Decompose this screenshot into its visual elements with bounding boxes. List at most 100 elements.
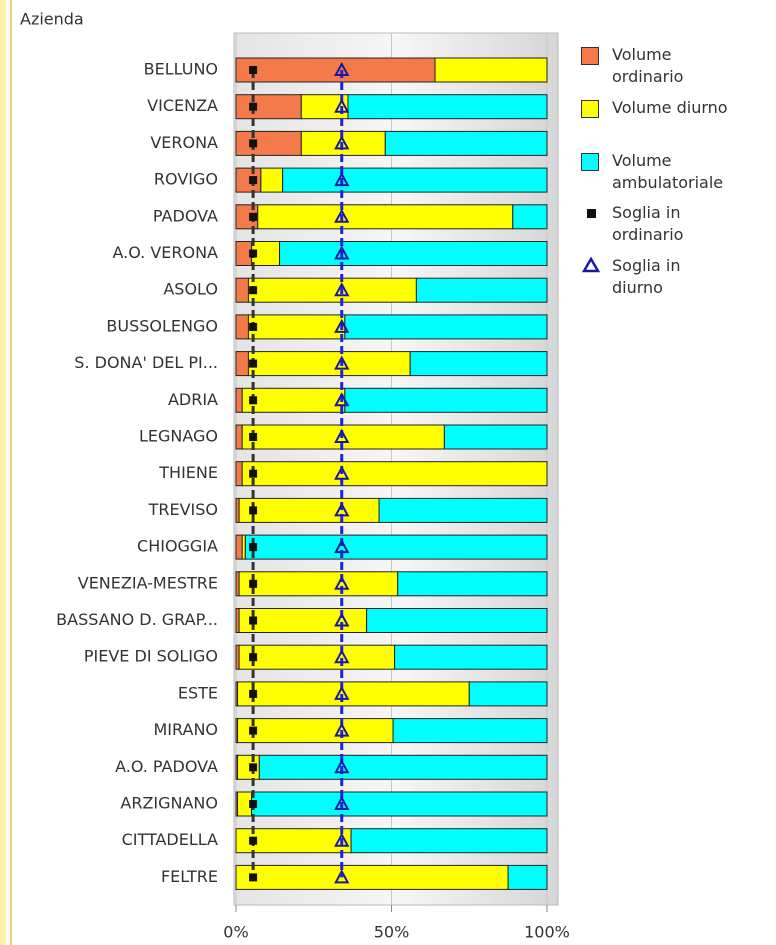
threshold-marker — [334, 392, 350, 407]
left-edge — [0, 0, 6, 945]
bar-segment — [235, 461, 243, 487]
threshold-marker — [334, 575, 350, 590]
bar-segment — [394, 644, 548, 670]
bar-segment — [443, 424, 548, 450]
bar-segment — [244, 534, 548, 560]
threshold-marker — [334, 318, 350, 333]
threshold-marker — [249, 396, 258, 405]
bar-segment — [235, 351, 249, 377]
bar-segment — [378, 497, 548, 523]
category-label: VICENZA — [147, 96, 218, 115]
bar-segment — [235, 94, 302, 120]
bar-segment — [512, 204, 548, 230]
category-label: S. DONA' DEL PI... — [74, 353, 218, 372]
category-label: VENEZIA-MESTRE — [78, 573, 218, 592]
category-label: ROVIGO — [154, 170, 218, 189]
bar-segment — [237, 718, 394, 744]
threshold-marker — [334, 135, 350, 150]
category-label: VERONA — [150, 133, 218, 152]
bar-segment — [468, 681, 548, 707]
category-label: A.O. VERONA — [112, 243, 218, 262]
x-tick-label: 50% — [374, 923, 410, 942]
bar-segment — [397, 571, 548, 597]
legend-swatch — [581, 256, 601, 273]
bar-segment — [300, 130, 386, 156]
threshold-marker — [249, 433, 258, 441]
threshold-marker — [334, 428, 350, 443]
chart-title: Azienda — [20, 10, 84, 29]
threshold-marker — [249, 102, 258, 111]
threshold-marker — [334, 282, 350, 297]
bar-segment — [238, 571, 399, 597]
category-label: TREVISO — [148, 500, 218, 519]
category-label: BASSANO D. GRAP... — [56, 610, 218, 629]
bar-segment — [235, 864, 509, 890]
threshold-marker — [334, 795, 350, 810]
threshold-marker — [334, 612, 350, 627]
category-label: FELTRE — [161, 867, 218, 886]
threshold-marker — [249, 176, 258, 185]
threshold-marker — [249, 66, 258, 74]
threshold-marker — [334, 759, 350, 774]
threshold-marker — [249, 873, 258, 882]
bar-segment — [384, 130, 548, 156]
legend-label: Volume diurno — [612, 98, 728, 117]
bar-segment — [344, 387, 548, 413]
bar-segment — [238, 644, 396, 670]
bar-segment — [235, 534, 243, 560]
legend-label: Soglia in ordinario — [612, 203, 684, 244]
bar-segment — [235, 57, 436, 83]
threshold-marker — [334, 649, 350, 664]
threshold-marker — [249, 800, 258, 808]
x-tick-label: 0% — [223, 923, 248, 942]
bar-segment — [237, 681, 470, 707]
threshold-marker — [334, 869, 350, 884]
threshold-marker — [249, 689, 258, 698]
bar-segment — [235, 277, 249, 303]
bar-segment — [238, 608, 368, 633]
threshold-marker — [334, 245, 350, 260]
category-label: PIEVE DI SOLIGO — [84, 647, 218, 666]
threshold-marker — [334, 355, 350, 370]
category-label: CHIOGGIA — [137, 537, 218, 556]
bar-segment — [247, 314, 346, 340]
category-label: LEGNAGO — [139, 427, 218, 446]
category-label: BUSSOLENGO — [106, 316, 218, 335]
category-label: ADRIA — [168, 390, 218, 409]
bar-segment — [241, 461, 548, 487]
threshold-marker — [334, 539, 350, 554]
legend-label: Volume ambulatoriale — [612, 151, 724, 192]
bar-segment — [260, 167, 284, 193]
threshold-marker — [334, 502, 350, 517]
threshold-marker — [334, 465, 350, 480]
bar-segment — [251, 791, 548, 817]
bar-segment — [241, 387, 346, 413]
category-label: ASOLO — [163, 280, 218, 299]
category-label: CITTADELLA — [122, 830, 218, 849]
legend-swatch — [581, 47, 599, 65]
threshold-marker — [249, 286, 258, 295]
threshold-marker — [249, 763, 258, 772]
threshold-marker — [334, 832, 350, 847]
category-label: A.O. PADOVA — [115, 757, 218, 776]
threshold-marker — [249, 212, 258, 221]
threshold-marker — [334, 722, 350, 737]
bar-segment — [279, 241, 548, 266]
bar-segment — [434, 57, 548, 83]
threshold-marker — [249, 322, 258, 331]
legend-label: Volume ordinario — [612, 45, 684, 86]
bar-segment — [258, 754, 548, 780]
bar-segment — [238, 497, 380, 523]
threshold-marker — [249, 139, 258, 148]
threshold-marker — [249, 726, 258, 735]
bar-segment — [366, 608, 548, 633]
category-label: BELLUNO — [144, 60, 218, 79]
threshold-marker — [249, 543, 258, 552]
bar-segment — [507, 864, 548, 890]
bar-segment — [409, 351, 548, 377]
bar-segment — [282, 167, 548, 193]
bar-segment — [235, 314, 249, 340]
bar-segment — [344, 314, 548, 340]
bar-segment — [247, 351, 411, 377]
category-label: PADOVA — [153, 206, 218, 225]
